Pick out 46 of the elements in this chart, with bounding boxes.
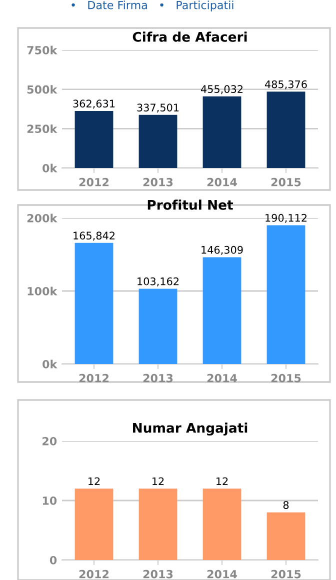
y-tick-label: 0k	[42, 360, 58, 368]
chart-title: Profitul Net	[148, 200, 234, 210]
y-tick-label: 10	[42, 496, 57, 505]
y-tick-label: 250k	[27, 124, 58, 134]
y-tick-label: 500k	[27, 85, 58, 94]
y-tick-label: 20	[42, 436, 57, 446]
data-label: 12	[216, 477, 228, 486]
bar	[138, 288, 178, 364]
bar	[266, 225, 306, 364]
y-tick-label: 200k	[27, 214, 58, 222]
bar	[138, 114, 178, 168]
x-tick-label: 2014	[207, 374, 237, 382]
x-tick-label: 2014	[207, 570, 237, 578]
data-label: 12	[88, 477, 100, 486]
x-tick-label: 2013	[143, 178, 173, 186]
y-tick-label: 750k	[27, 46, 58, 54]
x-tick-label: 2013	[143, 570, 173, 578]
x-tick-label: 2015	[271, 178, 301, 186]
bar	[266, 92, 306, 168]
data-label: 485,376	[264, 80, 307, 90]
x-tick-label: 2012	[79, 374, 108, 382]
data-label: 8	[283, 501, 289, 509]
x-tick-label: 2012	[79, 570, 108, 578]
data-label: 165,842	[74, 232, 114, 241]
data-label: 103,162	[138, 277, 178, 286]
x-tick-label: 2013	[143, 374, 173, 382]
chart-title: Numar Angajati	[133, 422, 248, 436]
data-label: 337,501	[137, 104, 179, 113]
bar	[202, 257, 242, 364]
data-label: 190,112	[266, 214, 306, 223]
bar	[74, 110, 114, 168]
x-tick-label: 2015	[271, 374, 301, 382]
bar	[202, 96, 242, 168]
data-label: 12	[152, 477, 164, 486]
chart-title: Cifra de Afaceri	[132, 32, 247, 42]
data-label: 146,309	[202, 246, 243, 255]
x-tick-label: 2012	[79, 178, 108, 186]
data-label: 455,032	[200, 85, 242, 94]
y-tick-label: 0	[50, 556, 57, 564]
bar	[74, 242, 114, 364]
y-tick-label: 100k	[28, 286, 58, 296]
data-label: 362,631	[73, 100, 115, 109]
x-tick-label: 2015	[271, 570, 301, 578]
y-tick-label: 0k	[42, 164, 58, 172]
x-tick-label: 2014	[207, 178, 237, 186]
text: • Date Firma • Participatii	[72, 0, 234, 12]
